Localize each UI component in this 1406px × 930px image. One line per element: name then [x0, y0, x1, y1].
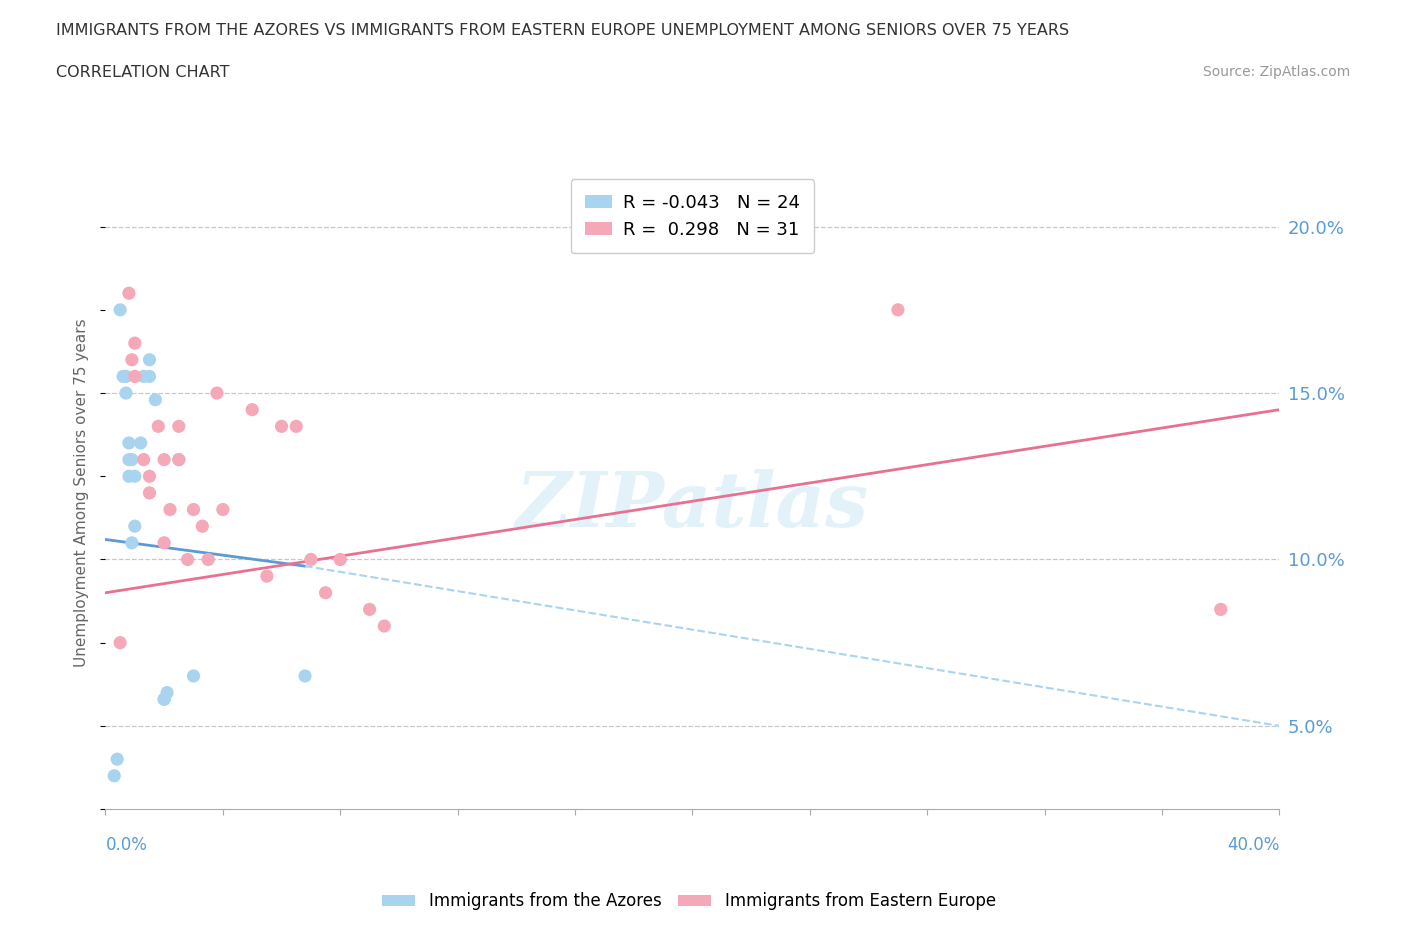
Point — [299, 552, 322, 567]
Point — [240, 403, 263, 418]
Point — [270, 418, 292, 433]
Point — [121, 536, 143, 551]
Point — [197, 552, 219, 567]
Point — [129, 435, 152, 450]
Text: 0.0%: 0.0% — [105, 836, 148, 854]
Point — [1209, 602, 1232, 617]
Point — [315, 585, 337, 600]
Point — [205, 386, 228, 401]
Point — [132, 452, 155, 467]
Text: CORRELATION CHART: CORRELATION CHART — [56, 65, 229, 80]
Point — [143, 392, 166, 407]
Point — [153, 536, 176, 551]
Point — [138, 369, 160, 384]
Point — [103, 768, 125, 783]
Point — [138, 485, 160, 500]
Point — [176, 552, 198, 567]
Legend: Immigrants from the Azores, Immigrants from Eastern Europe: Immigrants from the Azores, Immigrants f… — [375, 885, 1002, 917]
Point — [191, 519, 214, 534]
Point — [115, 369, 138, 384]
Point — [108, 302, 131, 317]
Point — [138, 469, 160, 484]
Point — [108, 635, 131, 650]
Point — [329, 552, 352, 567]
Legend: R = -0.043   N = 24, R =  0.298   N = 31: R = -0.043 N = 24, R = 0.298 N = 31 — [571, 179, 814, 253]
Point — [118, 469, 141, 484]
Point — [256, 568, 278, 583]
Point — [132, 369, 155, 384]
Point — [148, 418, 170, 433]
Text: 40.0%: 40.0% — [1227, 836, 1279, 854]
Point — [105, 751, 128, 766]
Point — [294, 669, 316, 684]
Point — [138, 352, 160, 367]
Point — [156, 685, 179, 700]
Point — [183, 502, 205, 517]
Point — [167, 452, 190, 467]
Point — [285, 418, 308, 433]
Point — [183, 669, 205, 684]
Point — [121, 352, 143, 367]
Point — [124, 369, 146, 384]
Text: IMMIGRANTS FROM THE AZORES VS IMMIGRANTS FROM EASTERN EUROPE UNEMPLOYMENT AMONG : IMMIGRANTS FROM THE AZORES VS IMMIGRANTS… — [56, 23, 1070, 38]
Point — [167, 452, 190, 467]
Point — [153, 692, 176, 707]
Point — [153, 692, 176, 707]
Point — [153, 452, 176, 467]
Point — [124, 519, 146, 534]
Point — [373, 618, 395, 633]
Point — [118, 286, 141, 300]
Point — [124, 336, 146, 351]
Text: Source: ZipAtlas.com: Source: ZipAtlas.com — [1202, 65, 1350, 79]
Point — [359, 602, 381, 617]
Point — [124, 469, 146, 484]
Y-axis label: Unemployment Among Seniors over 75 years: Unemployment Among Seniors over 75 years — [75, 319, 90, 667]
Point — [112, 369, 135, 384]
Point — [121, 452, 143, 467]
Point — [887, 302, 910, 317]
Text: ZIPatlas: ZIPatlas — [516, 469, 869, 542]
Point — [118, 452, 141, 467]
Point — [115, 386, 138, 401]
Point — [118, 435, 141, 450]
Point — [211, 502, 233, 517]
Point — [159, 502, 181, 517]
Point — [167, 418, 190, 433]
